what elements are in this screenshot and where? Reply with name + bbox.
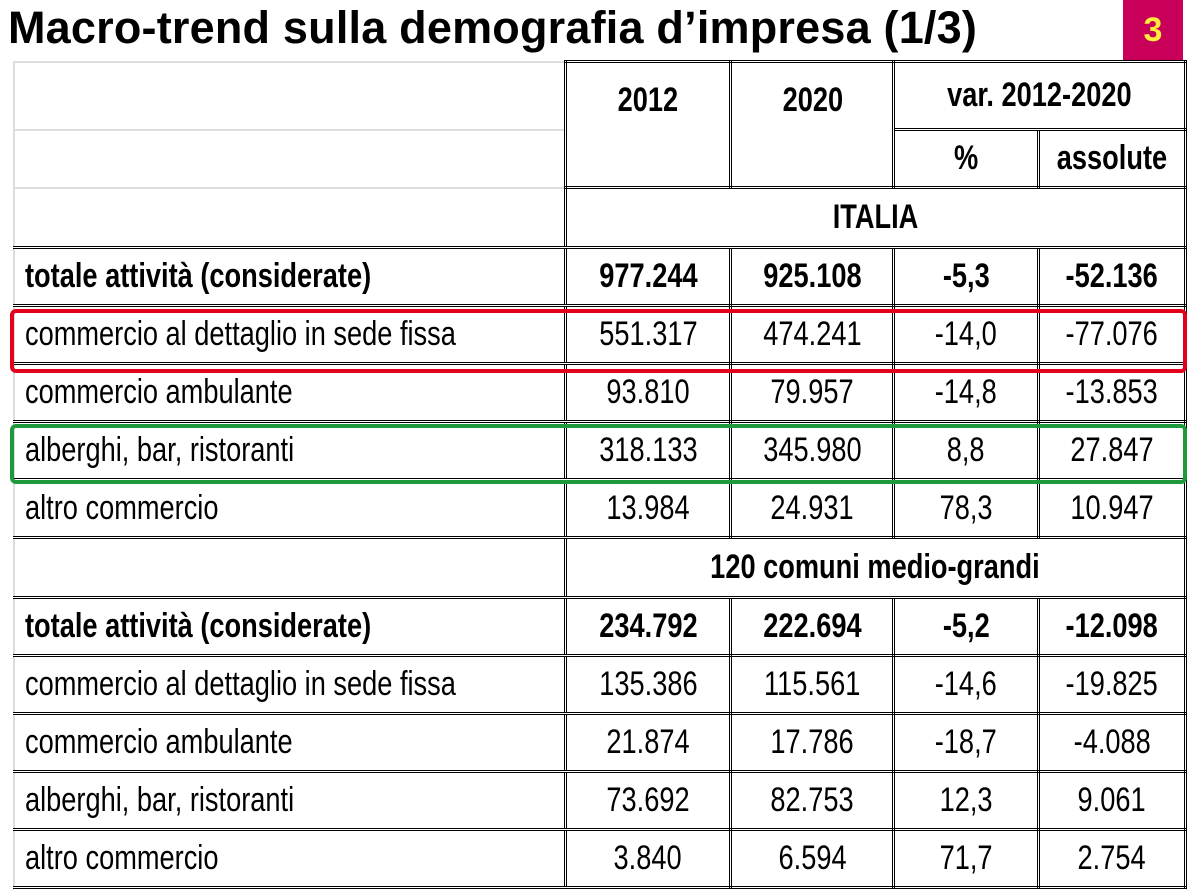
- table-row: alberghi, bar, ristoranti 318.133 345.98…: [12, 420, 1187, 481]
- variation-percent: -5,3: [892, 246, 1040, 307]
- row-label: totale attività (considerate): [12, 596, 567, 657]
- value-2012: 977.244: [563, 246, 733, 307]
- subheader-row: % assolute: [12, 128, 1187, 189]
- variation-percent: 12,3: [892, 770, 1040, 831]
- variation-absolute: -77.076: [1036, 304, 1187, 365]
- variation-absolute: 2.754: [1036, 828, 1187, 889]
- page-title: Macro-trend sulla demografia d’impresa (…: [8, 2, 978, 53]
- value-2012: 551.317: [563, 304, 733, 365]
- header-row: 2012 2020 var. 2012-2020: [12, 60, 1187, 189]
- empty-cell: [12, 60, 567, 131]
- page-number-badge: 3: [1123, 0, 1183, 60]
- variation-percent: 8,8: [892, 420, 1040, 481]
- variation-percent: -5,2: [892, 596, 1040, 657]
- value-2020: 79.957: [729, 362, 896, 423]
- demography-table: 2012 2020 var. 2012-2020 % assolute ITAL…: [12, 60, 1187, 889]
- row-label: commercio ambulante: [12, 712, 567, 773]
- table-row: commercio al dettaglio in sede fissa 135…: [12, 654, 1187, 715]
- header-variation: var. 2012-2020: [892, 60, 1187, 131]
- value-2020: 474.241: [729, 304, 896, 365]
- variation-absolute: 10.947: [1036, 478, 1187, 539]
- value-2020: 6.594: [729, 828, 896, 889]
- variation-percent: -14,0: [892, 304, 1040, 365]
- section-header-row: ITALIA: [12, 186, 1187, 249]
- value-2012: 3.840: [563, 828, 733, 889]
- value-2012: 73.692: [563, 770, 733, 831]
- row-label: altro commercio: [12, 478, 567, 539]
- table-row: altro commercio 13.984 24.931 78,3 10.94…: [12, 478, 1187, 539]
- variation-percent: -18,7: [892, 712, 1040, 773]
- row-label: alberghi, bar, ristoranti: [12, 770, 567, 831]
- value-2020: 115.561: [729, 654, 896, 715]
- variation-absolute: -52.136: [1036, 246, 1187, 307]
- table-row: alberghi, bar, ristoranti 73.692 82.753 …: [12, 770, 1187, 831]
- value-2020: 17.786: [729, 712, 896, 773]
- value-2012: 93.810: [563, 362, 733, 423]
- empty-cell: [12, 186, 567, 249]
- variation-percent: -14,6: [892, 654, 1040, 715]
- table-row: totale attività (considerate) 977.244 92…: [12, 246, 1187, 307]
- empty-cell: [12, 128, 567, 189]
- empty-cell: [12, 536, 567, 599]
- header-2012: 2012: [563, 60, 733, 189]
- variation-absolute: -12.098: [1036, 596, 1187, 657]
- row-label: commercio al dettaglio in sede fissa: [12, 304, 567, 365]
- row-label: totale attività (considerate): [12, 246, 567, 307]
- variation-percent: 78,3: [892, 478, 1040, 539]
- variation-percent: -14,8: [892, 362, 1040, 423]
- value-2012: 13.984: [563, 478, 733, 539]
- value-2020: 345.980: [729, 420, 896, 481]
- header-2020: 2020: [729, 60, 896, 189]
- table-row: totale attività (considerate) 234.792 22…: [12, 596, 1187, 657]
- table-row: commercio al dettaglio in sede fissa 551…: [12, 304, 1187, 365]
- row-label: alberghi, bar, ristoranti: [12, 420, 567, 481]
- table-row: altro commercio 3.840 6.594 71,7 2.754: [12, 828, 1187, 889]
- section-header-row: 120 comuni medio-grandi: [12, 536, 1187, 599]
- row-label: commercio al dettaglio in sede fissa: [12, 654, 567, 715]
- value-2020: 925.108: [729, 246, 896, 307]
- variation-absolute: 27.847: [1036, 420, 1187, 481]
- variation-percent: 71,7: [892, 828, 1040, 889]
- table-row: commercio ambulante 21.874 17.786 -18,7 …: [12, 712, 1187, 773]
- variation-absolute: 9.061: [1036, 770, 1187, 831]
- variation-absolute: -19.825: [1036, 654, 1187, 715]
- value-2020: 24.931: [729, 478, 896, 539]
- header-absolute: assolute: [1036, 128, 1187, 189]
- row-label: altro commercio: [12, 828, 567, 889]
- header-percent: %: [892, 128, 1040, 189]
- variation-absolute: -13.853: [1036, 362, 1187, 423]
- row-label: commercio ambulante: [12, 362, 567, 423]
- variation-absolute: -4.088: [1036, 712, 1187, 773]
- value-2012: 318.133: [563, 420, 733, 481]
- section-title: 120 comuni medio-grandi: [563, 536, 1187, 599]
- value-2020: 82.753: [729, 770, 896, 831]
- value-2020: 222.694: [729, 596, 896, 657]
- value-2012: 234.792: [563, 596, 733, 657]
- section-title: ITALIA: [563, 186, 1187, 249]
- value-2012: 135.386: [563, 654, 733, 715]
- table-row: commercio ambulante 93.810 79.957 -14,8 …: [12, 362, 1187, 423]
- value-2012: 21.874: [563, 712, 733, 773]
